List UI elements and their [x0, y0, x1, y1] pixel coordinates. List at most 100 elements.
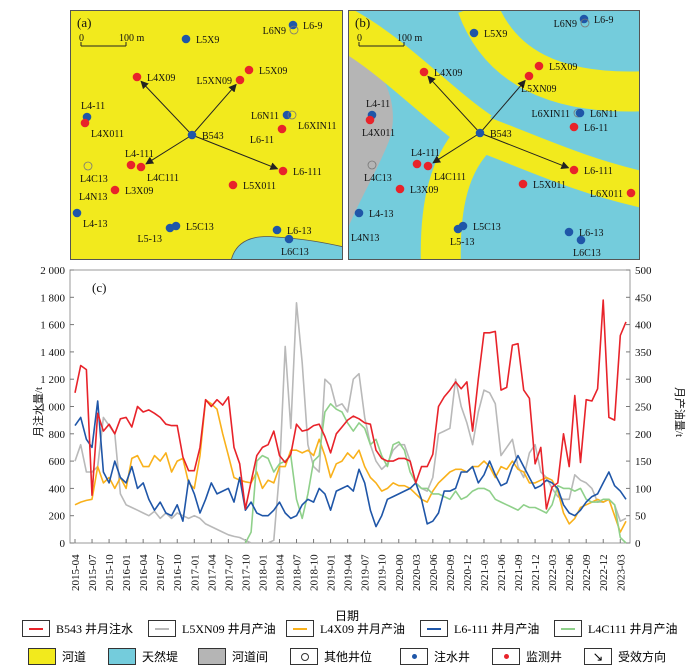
monitor-well-icon[interactable]	[412, 159, 422, 169]
well-label: L6N11	[590, 109, 618, 120]
response-direction-arrow	[140, 80, 193, 136]
well-label: L4-11	[81, 101, 105, 112]
injection-well-icon[interactable]	[284, 234, 294, 244]
legend-line-swatch	[420, 620, 448, 637]
monitor-well-icon[interactable]	[278, 166, 288, 176]
well-label: L4-111	[411, 148, 440, 159]
well-label: L4N13	[351, 233, 379, 244]
injection-well-icon[interactable]	[469, 28, 479, 38]
monitor-well-icon[interactable]	[244, 65, 254, 75]
well-label: L5X9	[484, 29, 507, 40]
legend-label: L6-111 井月产油	[454, 622, 540, 636]
other-well-icon[interactable]	[367, 160, 377, 170]
y-tick-label: 400	[49, 483, 66, 495]
monitor-well-icon[interactable]	[80, 118, 90, 128]
injection-well-icon[interactable]	[564, 227, 574, 237]
well-label: L4C111	[147, 173, 179, 184]
injection-well-icon[interactable]	[272, 225, 282, 235]
well-label: L4X011	[91, 129, 124, 140]
x-tick-label: 2021-03	[479, 554, 491, 591]
other-well-icon[interactable]	[289, 25, 299, 35]
legend-label: 河道	[62, 650, 87, 664]
well-label: L6N11	[251, 111, 279, 122]
y-axis-title: 月注水量/t	[31, 387, 45, 437]
series-line-l6-111	[74, 400, 627, 528]
injection-well-icon[interactable]	[354, 208, 364, 218]
x-tick-label: 2019-04	[343, 554, 355, 591]
response-direction-arrow	[191, 134, 279, 170]
legend-label: 河道间	[232, 650, 269, 664]
injection-well-icon[interactable]	[453, 224, 463, 234]
legend-item: 其他井位	[290, 648, 372, 665]
monitor-well-icon[interactable]	[534, 61, 544, 71]
injection-well-icon[interactable]	[171, 221, 181, 231]
injection-well-icon[interactable]	[576, 235, 586, 245]
well-label: L6-9	[594, 15, 613, 26]
injection-well-icon[interactable]	[72, 208, 82, 218]
legend-label: L4C111 井月产油	[588, 622, 678, 636]
x-tick-label: 2016-07	[155, 554, 167, 591]
legend-label: 受效方向	[618, 650, 667, 664]
response-direction-arrow-icon: ↘	[584, 648, 612, 665]
legend-item: 注水井	[400, 648, 470, 665]
injection-well-icon[interactable]	[475, 128, 485, 138]
monitor-well-icon[interactable]	[524, 71, 534, 81]
y-right-tick-label: 500	[635, 265, 652, 277]
well-label: L5C13	[186, 222, 214, 233]
other-well-icon[interactable]	[287, 110, 297, 120]
well-label: L4-111	[125, 149, 154, 160]
y-tick-label: 0	[60, 538, 66, 550]
monitor-well-icon[interactable]	[365, 115, 375, 125]
response-direction-arrow	[432, 132, 481, 164]
monitor-well-icon[interactable]	[395, 184, 405, 194]
monitor-well-icon[interactable]	[419, 67, 429, 77]
injection-well-icon[interactable]	[575, 108, 585, 118]
injection-well-icon[interactable]	[181, 34, 191, 44]
legend-label: L4X09 井月产油	[320, 622, 405, 636]
x-tick-label: 2021-06	[496, 554, 508, 591]
monitor-well-icon[interactable]	[277, 124, 287, 134]
injection-well-icon[interactable]	[288, 20, 298, 30]
response-direction-arrow	[191, 83, 237, 136]
legend-label: 其他井位	[324, 650, 373, 664]
monitor-well-icon[interactable]	[626, 188, 636, 198]
monitor-well-icon[interactable]	[136, 162, 146, 172]
monitor-well-icon[interactable]	[235, 75, 245, 85]
monitor-well-icon[interactable]	[518, 179, 528, 189]
map-panel-a: (a) 0 100 m L6-9 L6N9 L5X9 L4X09 L5XN09 L5X09 L4-…	[70, 10, 343, 260]
y-tick-label: 200	[49, 511, 66, 523]
monitor-well-icon[interactable]	[423, 161, 433, 171]
monitor-well-icon[interactable]	[110, 185, 120, 195]
interchannel-area	[349, 51, 393, 226]
legend-item: 河道间	[198, 648, 268, 665]
x-tick-label: 2018-04	[274, 554, 286, 591]
monitor-well-icon[interactable]	[569, 165, 579, 175]
injection-well-icon[interactable]	[187, 130, 197, 140]
y-right-tick-label: 400	[635, 320, 652, 332]
monitor-well-icon[interactable]	[132, 72, 142, 82]
monitor-well-icon[interactable]	[126, 160, 136, 170]
monitor-well-icon[interactable]	[228, 180, 238, 190]
other-well-icon[interactable]	[83, 161, 93, 171]
monitor-well-icon[interactable]	[569, 122, 579, 132]
y-right-tick-label: 250	[635, 402, 652, 414]
well-label: L6C13	[281, 247, 309, 258]
other-well-icon	[290, 648, 318, 665]
x-tick-label: 2015-04	[70, 554, 82, 591]
legend-item: L5XN09 井月产油	[148, 620, 276, 637]
scale-label: 100 m	[119, 33, 145, 44]
legend-item: L6-111 井月产油	[420, 620, 539, 637]
map-a-canvas: (a) 0 100 m L6-9 L6N9 L5X9 L4X09 L5XN09 L5X09 L4-…	[72, 15, 342, 259]
well-label: L4N13	[79, 192, 107, 203]
injection-well-icon	[400, 648, 428, 665]
well-label: L5XN09	[196, 76, 232, 87]
x-tick-label: 2019-10	[377, 554, 389, 591]
injection-well-icon[interactable]	[282, 110, 292, 120]
other-well-icon[interactable]	[580, 18, 590, 28]
x-tick-label: 2017-04	[206, 554, 218, 591]
legend-item: B543 井月注水	[22, 620, 133, 637]
well-label: B543	[202, 131, 224, 142]
x-tick-label: 2016-10	[172, 554, 184, 591]
well-label: L6C13	[573, 248, 601, 259]
well-label: L5X09	[549, 62, 577, 73]
